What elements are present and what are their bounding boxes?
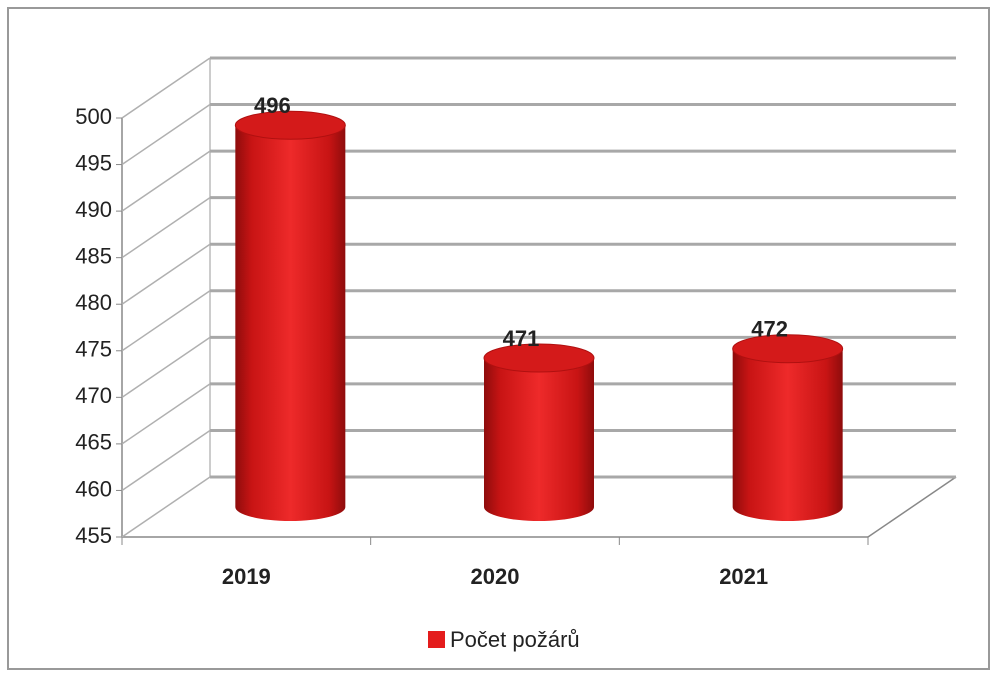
grid-line-side — [121, 429, 211, 492]
y-tick-label: 460 — [75, 476, 112, 501]
y-tick-label: 490 — [75, 197, 112, 222]
data-label: 472 — [751, 317, 788, 342]
bar-top — [234, 110, 346, 140]
y-tick-label: 500 — [75, 104, 112, 129]
bar — [235, 125, 346, 521]
y-tick-label: 455 — [75, 523, 112, 548]
grid-line-side — [121, 243, 211, 305]
bar — [484, 358, 594, 521]
y-tick-label: 480 — [75, 290, 112, 315]
y-tick-label: 475 — [75, 337, 112, 362]
y-tick-label: 485 — [75, 243, 112, 268]
legend-swatch — [428, 631, 445, 648]
data-label: 471 — [503, 326, 540, 351]
data-label: 496 — [254, 93, 291, 118]
grid-line-side — [121, 476, 211, 538]
grid-line-side — [121, 336, 211, 398]
grid-line-side — [121, 383, 211, 445]
y-tick-label: 465 — [75, 430, 112, 455]
x-tick-label: 2020 — [471, 564, 520, 589]
grid-line-side — [121, 150, 211, 212]
bar-top — [732, 334, 844, 364]
y-tick-label: 495 — [75, 150, 112, 175]
grid-line-side — [121, 103, 211, 166]
bar — [732, 348, 843, 521]
floor-edge — [867, 476, 957, 538]
y-tick-label: 470 — [75, 383, 112, 408]
grid-line-side — [121, 197, 211, 259]
x-tick-label: 2019 — [222, 564, 271, 589]
chart-border — [7, 7, 990, 670]
grid-line-side — [121, 290, 211, 352]
legend-label: Počet požárů — [450, 627, 580, 652]
bar-top — [483, 343, 595, 373]
grid-line-side — [121, 57, 211, 119]
x-tick-label: 2021 — [719, 564, 768, 589]
